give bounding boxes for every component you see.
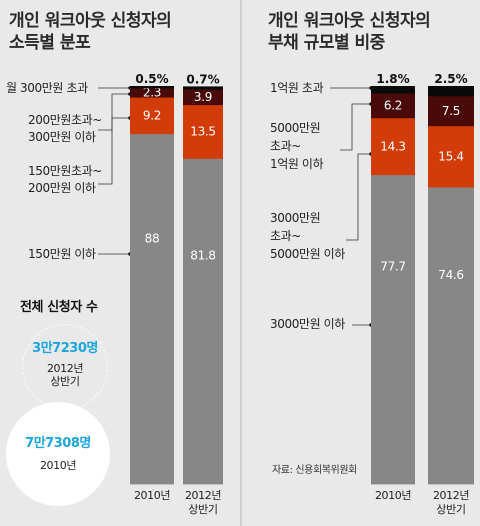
- left-legend-label: 월 300만원 초과: [6, 81, 88, 95]
- right-legend-label: 1억원 이하: [270, 157, 324, 171]
- bar-value-label: 2.3: [143, 86, 161, 100]
- bar-segment: [371, 93, 415, 119]
- bar-value-label: 13.5: [190, 125, 216, 139]
- right-legend-label: 3000만원 이하: [270, 317, 345, 331]
- bar-segment: [428, 125, 474, 188]
- right-legend-label: 5000만원 이하: [270, 247, 345, 261]
- bar-segment: [428, 86, 474, 97]
- bar-value-label: 7.5: [442, 104, 460, 118]
- bar-segment: [428, 95, 474, 127]
- left-legend-label: 150만원 이하: [28, 247, 96, 261]
- bar-value-label: 77.7: [380, 260, 406, 274]
- bubble-2012-value: 3만7230명: [32, 341, 98, 356]
- bar-segment: [130, 87, 174, 98]
- bar-segment: [183, 104, 223, 159]
- bar-segment: [183, 89, 223, 106]
- left-legend-label: 200만원초과~: [28, 113, 102, 127]
- x-tick-label: 2010년: [134, 489, 170, 502]
- right-title-line2: 부채 규모별 비중: [268, 33, 385, 53]
- bar-segment: [371, 117, 415, 176]
- bar-value-label: 74.6: [438, 268, 464, 282]
- bar-value-label: 9.2: [143, 108, 161, 122]
- x-tick-label: 2010년: [375, 489, 411, 502]
- right-legend-label: 1억원 초과: [270, 81, 324, 95]
- bar-value-label: 14.3: [380, 139, 406, 153]
- right-legend-label: 3000만원: [270, 211, 320, 225]
- right-legend-label: 초과~: [270, 229, 301, 243]
- x-tick-label: 2012년: [433, 489, 469, 502]
- left-legend-label: 300만원 이하: [28, 130, 96, 144]
- total-applicants-title: 전체 신청자 수: [20, 300, 98, 315]
- bar-value-label: 81.8: [190, 248, 216, 262]
- right-leader-lines: [330, 87, 371, 326]
- bar-value-label: 6.2: [384, 99, 402, 113]
- bar-segment: [130, 133, 174, 485]
- bubble-2012: 3만7230명 2012년 상반기: [22, 324, 108, 410]
- left-title-line1: 개인 워크아웃 신청자의: [9, 11, 172, 31]
- right-legend-label: 5000만원: [270, 121, 320, 135]
- bar-segment: [130, 97, 174, 135]
- bar-value-label: 88: [145, 231, 160, 245]
- bar-segment: [183, 158, 223, 485]
- bar-value-label: 1.8%: [376, 72, 409, 86]
- left-leader-lines: [98, 87, 130, 255]
- x-tick-label: 상반기: [436, 503, 465, 516]
- right-title-line1: 개인 워크아웃 신청자의: [268, 11, 431, 31]
- bar-segment: [371, 174, 415, 485]
- bubble-2010-value: 7만7308명: [25, 436, 91, 451]
- x-tick-label: 2012년: [185, 489, 221, 502]
- panel-divider: [240, 0, 242, 526]
- source-note: 자료: 신용회복위원회: [272, 465, 357, 476]
- left-legend-label: 200만원 이하: [28, 181, 96, 195]
- left-chart-title: 개인 워크아웃 신청자의 소득별 분포: [9, 10, 172, 54]
- bubble-2010: 7만7308명 2010년: [6, 402, 110, 506]
- bar-value-label: 3.9: [194, 90, 212, 104]
- left-legend-label: 150만원초과~: [28, 164, 102, 178]
- x-tick-label: 상반기: [188, 503, 217, 516]
- bar-segment: [428, 187, 474, 485]
- bubble-2012-label: 상반기: [50, 375, 80, 388]
- right-chart-title: 개인 워크아웃 신청자의 부채 규모별 비중: [268, 10, 431, 54]
- bar-value-label: 0.7%: [186, 72, 219, 86]
- bar-segment: [130, 86, 174, 89]
- bar-segment: [183, 86, 223, 90]
- right-legend-label: 초과~: [270, 139, 301, 153]
- bar-value-label: 2.5%: [434, 72, 467, 86]
- left-title-line2: 소득별 분포: [9, 33, 91, 53]
- bar-segment: [371, 86, 415, 94]
- bar-value-label: 15.4: [438, 149, 464, 163]
- bar-value-label: 0.5%: [135, 72, 168, 86]
- bubble-2010-label: 2010년: [39, 459, 77, 472]
- bubble-2012-label: 2012년: [46, 362, 84, 375]
